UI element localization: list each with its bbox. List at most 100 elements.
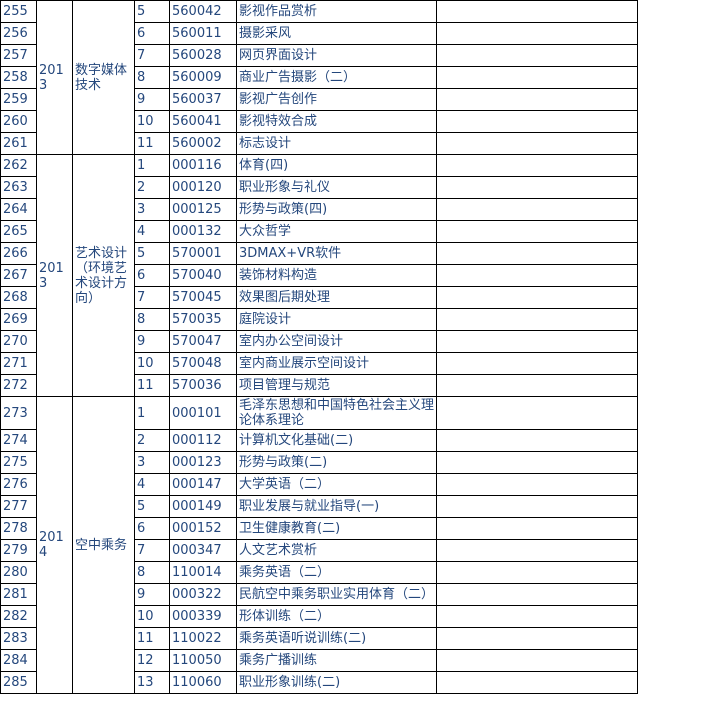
course-code-cell: 000347	[169, 539, 237, 562]
course-code-cell: 110014	[169, 561, 237, 584]
row-number-cell: 273	[0, 396, 37, 430]
blank-cell	[436, 286, 638, 309]
course-seq-cell: 3	[134, 451, 170, 474]
course-code-cell: 560042	[169, 0, 237, 23]
course-code-cell: 000147	[169, 473, 237, 496]
blank-cell	[436, 132, 638, 155]
blank-cell	[436, 495, 638, 518]
table-row: 276 4 000147 大学英语（二）	[0, 473, 638, 496]
course-seq-cell: 9	[134, 583, 170, 606]
course-code-cell: 570040	[169, 264, 237, 287]
course-code-cell: 560002	[169, 132, 237, 155]
row-number-cell: 280	[0, 561, 37, 584]
course-code-cell: 110050	[169, 649, 237, 672]
course-name-cell: 商业广告摄影（二）	[236, 66, 437, 89]
course-seq-cell: 7	[134, 44, 170, 67]
course-name-cell: 影视广告创作	[236, 88, 437, 111]
course-code-cell: 000116	[169, 154, 237, 177]
course-code-cell: 000339	[169, 605, 237, 628]
course-seq-cell: 13	[134, 671, 170, 694]
course-name-cell: 形体训练（二）	[236, 605, 437, 628]
blank-cell	[436, 154, 638, 177]
row-number-cell: 278	[0, 517, 37, 540]
course-code-cell: 000152	[169, 517, 237, 540]
course-seq-cell: 12	[134, 649, 170, 672]
course-code-cell: 570047	[169, 330, 237, 353]
course-code-cell: 000149	[169, 495, 237, 518]
blank-cell	[436, 330, 638, 353]
blank-cell	[436, 627, 638, 650]
course-seq-cell: 5	[134, 495, 170, 518]
course-seq-cell: 5	[134, 0, 170, 23]
blank-cell	[436, 88, 638, 111]
course-name-cell: 装饰材料构造	[236, 264, 437, 287]
course-name-cell: 大众哲学	[236, 220, 437, 243]
row-number-cell: 260	[0, 110, 37, 133]
row-number-cell: 269	[0, 308, 37, 331]
table-row: 279 7 000347 人文艺术赏析	[0, 539, 638, 562]
year-cell: 2013	[36, 154, 73, 397]
blank-cell	[436, 561, 638, 584]
course-seq-cell: 4	[134, 220, 170, 243]
table-row: 274 2 000112 计算机文化基础(二)	[0, 429, 638, 452]
blank-cell	[436, 671, 638, 694]
row-number-cell: 268	[0, 286, 37, 309]
course-table-body: 255 2013 数字媒体技术 5 560042 影视作品赏析 256 6 560011 摄影采风…	[0, 0, 638, 694]
blank-cell	[436, 396, 638, 430]
course-code-cell: 570035	[169, 308, 237, 331]
blank-cell	[436, 451, 638, 474]
course-code-cell: 000125	[169, 198, 237, 221]
blank-cell	[436, 22, 638, 45]
course-code-cell: 000123	[169, 451, 237, 474]
course-seq-cell: 11	[134, 627, 170, 650]
row-number-cell: 259	[0, 88, 37, 111]
blank-cell	[436, 649, 638, 672]
course-seq-cell: 1	[134, 154, 170, 177]
row-number-cell: 257	[0, 44, 37, 67]
table-row: 260 10 560041 影视特效合成	[0, 110, 638, 133]
row-number-cell: 276	[0, 473, 37, 496]
blank-cell	[436, 473, 638, 496]
table-row: 273 2014 空中乘务 1 000101 毛泽东思想和中国特色社会主义理论体系理论	[0, 396, 638, 694]
row-number-cell: 272	[0, 374, 37, 397]
course-seq-cell: 1	[134, 396, 170, 430]
course-seq-cell: 6	[134, 264, 170, 287]
course-name-cell: 职业发展与就业指导(一)	[236, 495, 437, 518]
course-seq-cell: 9	[134, 88, 170, 111]
course-code-cell: 560009	[169, 66, 237, 89]
course-name-cell: 乘务英语（二）	[236, 561, 437, 584]
major-cell: 艺术设计（环境艺术设计方向）	[72, 154, 135, 397]
row-number-cell: 277	[0, 495, 37, 518]
major-cell: 空中乘务	[72, 396, 135, 694]
table-row: 280 8 110014 乘务英语（二）	[0, 561, 638, 584]
table-row: 268 7 570045 效果图后期处理	[0, 286, 638, 309]
year-cell: 2013	[36, 0, 73, 155]
course-seq-cell: 11	[134, 374, 170, 397]
course-name-cell: 职业形象训练(二)	[236, 671, 437, 694]
course-seq-cell: 3	[134, 198, 170, 221]
course-name-cell: 乘务广播训练	[236, 649, 437, 672]
row-number-cell: 271	[0, 352, 37, 375]
table-row: 262 2013 艺术设计（环境艺术设计方向） 1 000116 体育(四)	[0, 154, 638, 397]
row-number-cell: 263	[0, 176, 37, 199]
row-number-cell: 256	[0, 22, 37, 45]
blank-cell	[436, 264, 638, 287]
table-row: 277 5 000149 职业发展与就业指导(一)	[0, 495, 638, 518]
course-name-cell: 室内商业展示空间设计	[236, 352, 437, 375]
row-number-cell: 267	[0, 264, 37, 287]
course-seq-cell: 11	[134, 132, 170, 155]
row-number-cell: 284	[0, 649, 37, 672]
table-row: 285 13 110060 职业形象训练(二)	[0, 671, 638, 694]
blank-cell	[436, 242, 638, 265]
row-number-cell: 279	[0, 539, 37, 562]
course-seq-cell: 8	[134, 66, 170, 89]
course-code-cell: 570001	[169, 242, 237, 265]
row-number-cell: 258	[0, 66, 37, 89]
course-seq-cell: 2	[134, 176, 170, 199]
course-seq-cell: 8	[134, 308, 170, 331]
blank-cell	[436, 517, 638, 540]
course-seq-cell: 10	[134, 352, 170, 375]
course-seq-cell: 6	[134, 517, 170, 540]
course-name-cell: 人文艺术赏析	[236, 539, 437, 562]
blank-cell	[436, 429, 638, 452]
